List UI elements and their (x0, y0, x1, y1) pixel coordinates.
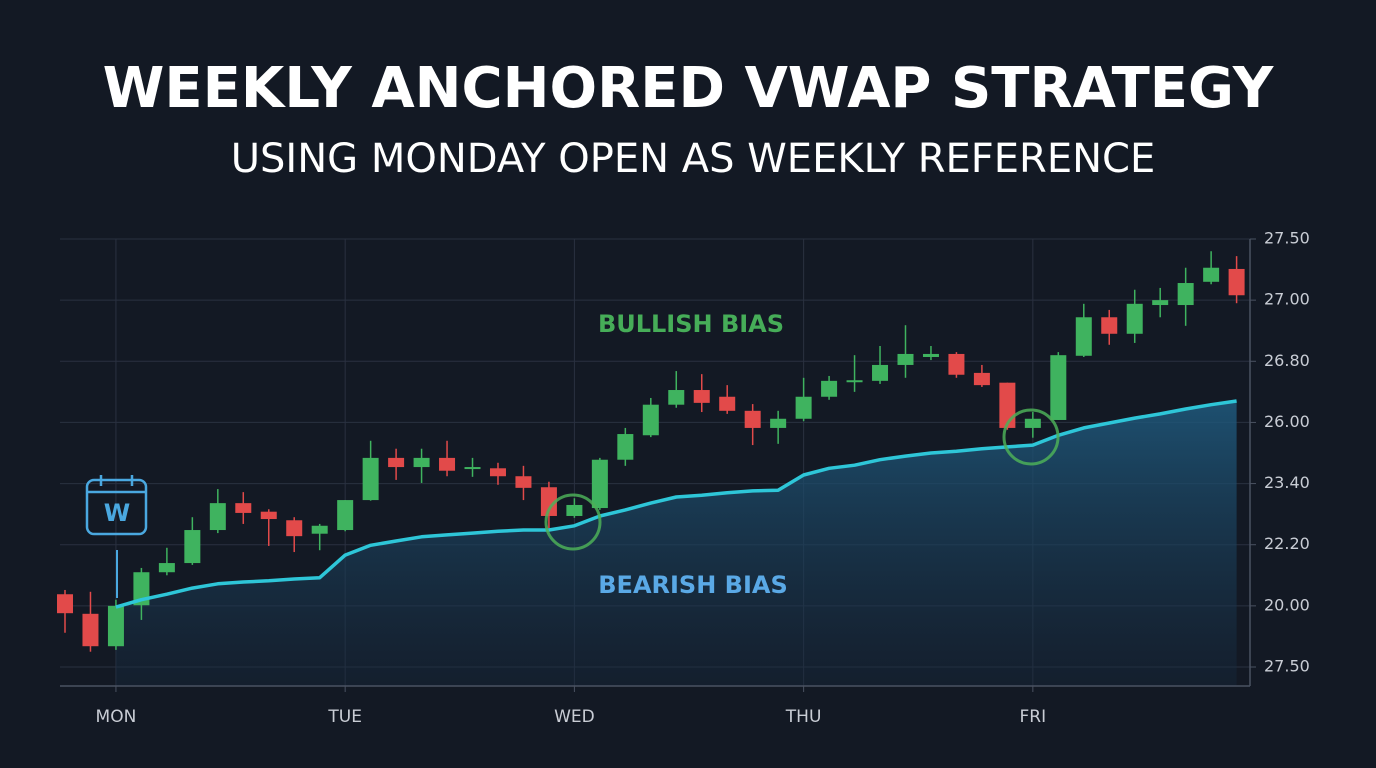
candle-body (1203, 267, 1220, 282)
icon-label: W (104, 499, 130, 527)
candle-body (591, 459, 608, 509)
candle-body (362, 457, 379, 501)
candle-body (566, 504, 583, 516)
candle-body (82, 613, 99, 647)
x-tick-label: THU (785, 707, 822, 727)
candle-body (235, 503, 252, 513)
candle-body (158, 563, 175, 573)
candle-body (1075, 317, 1092, 356)
candle-body (1228, 268, 1245, 296)
candle-body (489, 468, 506, 477)
highlight-ring (1002, 408, 1060, 466)
annotation: BEARISH BIAS (598, 571, 787, 599)
candle-body (209, 503, 226, 531)
chart-title: WEEKLY ANCHORED VWAP STRATEGY (103, 56, 1275, 121)
candle-body (388, 457, 405, 468)
y-tick-label: 20.00 (1264, 595, 1310, 614)
x-tick-label: TUE (327, 707, 362, 727)
calendar-icon: W (85, 475, 148, 536)
candle-body (770, 418, 787, 428)
candle-body (337, 500, 354, 531)
x-tick-label: FRI (1020, 707, 1047, 727)
candle-body (795, 396, 812, 419)
candle-body (1101, 317, 1118, 334)
candle-body (107, 605, 124, 647)
candle-body (1152, 300, 1169, 306)
candle-body (184, 530, 201, 564)
candle-body (540, 487, 557, 516)
candle-body (439, 457, 456, 471)
candle-body (744, 410, 761, 428)
candle-body (846, 380, 863, 383)
y-tick-label: 22.20 (1264, 534, 1310, 553)
x-tick-label: WED (554, 707, 595, 727)
candle-body (1177, 283, 1194, 306)
candle-body (973, 372, 990, 386)
candle-body (1126, 303, 1143, 334)
y-tick-label: 27.50 (1264, 229, 1310, 248)
candle-body (515, 476, 532, 488)
candle-body (617, 434, 634, 460)
candle-body (922, 353, 939, 358)
candle-body (872, 364, 889, 381)
y-tick-label: 23.40 (1264, 473, 1310, 492)
candle-body (1024, 418, 1041, 428)
candle-body (821, 380, 838, 397)
y-tick-label: 27.50 (1264, 657, 1310, 676)
candle-body (311, 525, 328, 534)
candle-body (1050, 355, 1067, 420)
candle-body (693, 390, 710, 403)
y-tick-label: 27.00 (1264, 290, 1310, 309)
y-tick-label: 26.80 (1264, 351, 1310, 370)
chart-subtitle: USING MONDAY OPEN AS WEEKLY REFERENCE (231, 136, 1156, 182)
candle-body (57, 594, 73, 614)
candle-body (464, 467, 481, 470)
candle-body (413, 457, 430, 468)
candle-body (948, 353, 965, 375)
candle-body (642, 404, 659, 436)
icon-frame (85, 478, 148, 536)
vwap-area (115, 401, 1237, 686)
highlight-ring (544, 493, 602, 551)
annotation: BULLISH BIAS (598, 310, 784, 338)
candle-body (719, 396, 736, 411)
x-tick-label: MON (96, 707, 137, 727)
candle-body (260, 511, 277, 520)
candle-body (668, 390, 685, 405)
vwap-line (115, 399, 1237, 609)
candle-body (286, 520, 303, 537)
candle-body (133, 572, 150, 606)
y-tick-label: 26.00 (1264, 412, 1310, 431)
plot: 27.50 20.00 22.20 23.40 26.00 26.80 27.00 27.50… (57, 229, 1310, 727)
candle-body (897, 353, 914, 365)
